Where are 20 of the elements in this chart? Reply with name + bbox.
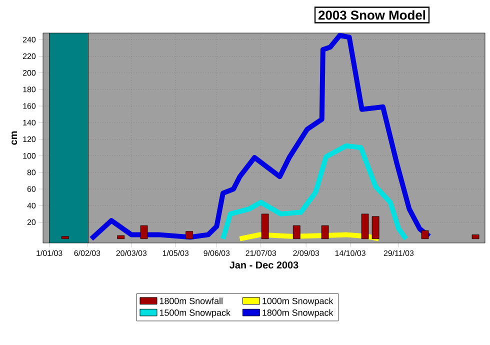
line-series bbox=[88, 33, 432, 242]
y-axis-title: cm bbox=[12, 131, 18, 145]
chart-title: 2003 Snow Model bbox=[318, 10, 426, 20]
legend-label: 1800m Snowfall bbox=[160, 298, 222, 304]
bar bbox=[292, 225, 300, 240]
bar bbox=[372, 216, 380, 240]
bar bbox=[140, 225, 148, 240]
legend-label: 1800m Snowpack bbox=[262, 309, 334, 318]
bar bbox=[61, 236, 69, 240]
bar bbox=[186, 231, 193, 240]
bar bbox=[472, 234, 480, 240]
bar bbox=[421, 230, 429, 240]
bar bbox=[261, 214, 269, 240]
legend-label: 1500m Snowpack bbox=[160, 309, 231, 318]
x-axis-title: Jan - Dec 2003 bbox=[230, 261, 298, 269]
bar bbox=[361, 214, 369, 240]
line-series bbox=[220, 143, 409, 242]
bar bbox=[321, 225, 329, 240]
legend-label: 1000m Snowpack bbox=[262, 298, 334, 306]
bar bbox=[117, 235, 125, 240]
